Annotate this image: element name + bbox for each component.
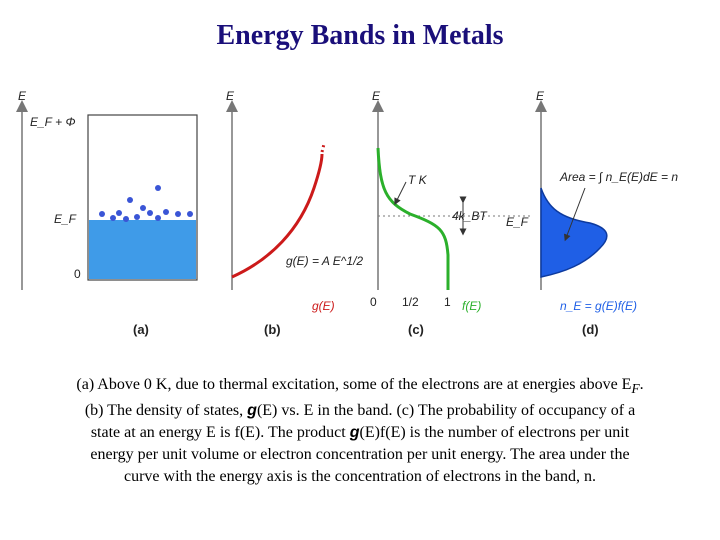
panel-b-label: (b): [264, 322, 281, 337]
electron: [163, 209, 169, 215]
electron: [127, 197, 133, 203]
panel-a-label: (a): [133, 322, 149, 337]
electron: [116, 210, 122, 216]
caption-line-1-sub: F: [631, 381, 640, 397]
caption-line-2-a: (b) The density of states,: [84, 402, 248, 420]
panel-d: E Area = ∫ n_E(E)dE = n n_E = g(E)f(E) (…: [535, 89, 678, 337]
electron: [155, 185, 161, 191]
electron: [140, 205, 146, 211]
temp-label: T K: [408, 173, 428, 187]
electron: [155, 215, 161, 221]
caption-line-3-a: state at an energy E is f(E). The produc…: [90, 424, 350, 442]
metal-box: [87, 114, 198, 281]
caption-line-3-g: g: [349, 424, 360, 442]
axis-b-label: E: [226, 89, 235, 103]
caption-line-2-b: (E) vs. E in the band. (c) The probabili…: [256, 402, 636, 420]
panel-c-label: (c): [408, 322, 424, 337]
zero-label-a: 0: [74, 267, 81, 281]
electron: [123, 216, 129, 222]
caption-line-2-g: g: [247, 402, 257, 420]
product-area: [540, 187, 608, 278]
fermi-dirac-curve: [376, 147, 450, 290]
page-title: Energy Bands in Metals: [216, 20, 504, 51]
panel-a: E E_F + Φ E_F 0 (a): [16, 89, 198, 337]
electron: [110, 215, 116, 221]
filled-band: [89, 220, 196, 279]
ef-phi-label: E_F + Φ: [30, 115, 76, 129]
electron: [187, 211, 193, 217]
energy-bands-diagram: E E_F + Φ E_F 0 (a) E g(E) = A E^1/2: [16, 89, 678, 337]
axis-c-x-label: f(E): [462, 299, 481, 313]
temp-pointer: [394, 181, 407, 206]
axis-c-label: E: [372, 89, 381, 103]
caption-line-5: curve with the energy axis is the concen…: [124, 468, 596, 486]
area-pointer: [563, 187, 586, 242]
tick-zero-c: 0: [370, 295, 377, 309]
caption-line-1-text: (a) Above 0 K, due to thermal excitation…: [76, 376, 632, 393]
panel-d-label: (d): [582, 322, 599, 337]
axis-d-label: E: [536, 89, 545, 103]
axis-d-x-label: n_E = g(E)f(E): [560, 299, 637, 313]
ef-label-c: E_F: [506, 215, 529, 229]
panel-c: E T K 4k_BT E_F 0 1/2 1 f(E) (c): [370, 89, 530, 337]
axis-a-label: E: [18, 89, 27, 103]
electron: [99, 211, 105, 217]
caption-line-4: energy per unit volume or electron conce…: [90, 446, 630, 464]
tick-one-c: 1: [444, 295, 451, 309]
tick-half-c: 1/2: [402, 295, 419, 309]
dos-curve-label: g(E) = A E^1/2: [286, 254, 363, 268]
dos-curve: [231, 153, 324, 279]
ef-label-a: E_F: [54, 212, 77, 226]
width-label: 4k_BT: [452, 209, 488, 223]
panel-b: E g(E) = A E^1/2 g(E) (b): [226, 89, 363, 337]
figure-caption: (a) Above 0 K, due to thermal excitation…: [30, 374, 690, 488]
electron: [175, 211, 181, 217]
dos-curve-dashed: [320, 143, 326, 153]
caption-line-3-b: (E)f(E) is the number of electrons per u…: [359, 424, 630, 442]
caption-line-2: (b) The density of states, g(E) vs. E in…: [30, 400, 690, 422]
caption-line-1: (a) Above 0 K, due to thermal excitation…: [30, 374, 690, 400]
caption-line-1-end: .: [639, 376, 644, 393]
caption-line-3: state at an energy E is f(E). The produc…: [30, 422, 690, 444]
electron: [147, 210, 153, 216]
thermal-electrons: [99, 185, 193, 222]
electron: [134, 214, 140, 220]
area-label: Area = ∫ n_E(E)dE = n: [559, 170, 678, 184]
axis-b-x-label: g(E): [312, 299, 335, 313]
